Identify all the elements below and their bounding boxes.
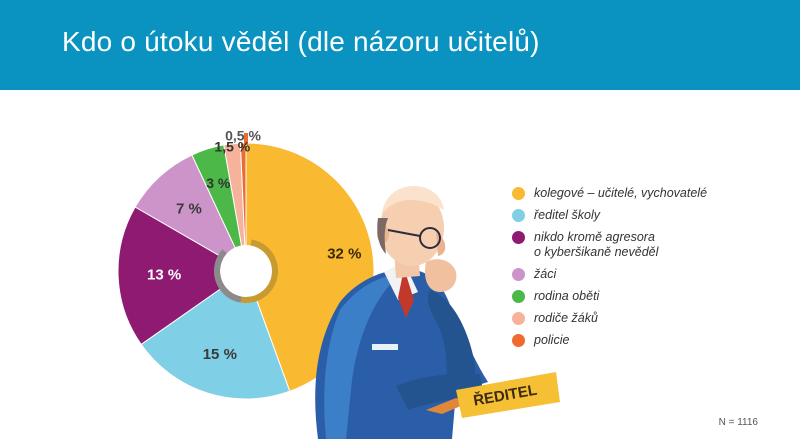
slice-labels: 32 % 15 % 13 % 7 %3 % 1,5 %0,5 % (147, 127, 361, 363)
tie (398, 268, 414, 318)
legend-item-2: ředitel školy (512, 208, 772, 223)
pie-chart-area: ŘEDITEL 32 % 15 % 13 % 7 %3 % 1,5 %0,5 % (117, 127, 560, 439)
legend-item-1: kolegové – učitelé, vychovatelé (512, 186, 772, 201)
legend-item-6: rodiče žáků (512, 311, 772, 326)
page-title: Kdo o útoku věděl (dle názoru učitelů) (62, 26, 540, 57)
slice-label-2: 15 % (203, 346, 237, 363)
legend-label: rodina oběti (534, 289, 600, 303)
nose (436, 232, 446, 256)
jacket-highlight (324, 274, 400, 439)
nameplate (456, 372, 560, 418)
pie-slice-2 (140, 270, 291, 400)
arm (427, 290, 476, 396)
legend-label: žáci (534, 267, 557, 281)
legend-swatch (512, 209, 525, 222)
legend-swatch (512, 334, 525, 347)
hand (424, 259, 457, 292)
slice-label-6: 1,5 % (214, 138, 250, 154)
legend-swatch (512, 268, 525, 281)
legend-swatch (512, 231, 525, 244)
legend-label: policie (534, 333, 570, 347)
pie-slice-3 (117, 206, 247, 346)
glasses-lens (419, 227, 441, 249)
center-ring (214, 239, 279, 303)
legend-label: kolegové – učitelé, vychovatelé (534, 186, 708, 200)
principal-illustration: ŘEDITEL (315, 186, 560, 439)
center-hole (220, 245, 272, 297)
pie-slice-4 (134, 154, 248, 273)
slice-label-4: 7 % (176, 201, 202, 218)
slice-label-5: 3 % (206, 175, 231, 191)
legend-item-7: policie (512, 333, 772, 348)
slice-label-3: 13 % (147, 267, 181, 284)
legend-label: rodiče žáků (534, 311, 598, 325)
slice-label-7: 0,5 % (225, 127, 261, 143)
legend-label: o kyberšikaně nevěděl (534, 245, 659, 259)
bald-top (382, 186, 444, 214)
legend-swatch (512, 312, 525, 325)
legend-item-4: žáci (512, 267, 772, 282)
legend-item-3: nikdo kromě agresora o kyberšikaně nevědě… (512, 230, 772, 260)
legend-label: ředitel školy (534, 208, 600, 222)
resting-arm (396, 373, 484, 410)
legend-label: nikdo kromě agresora (534, 230, 655, 244)
slice-label-1: 32 % (327, 246, 361, 263)
pie-slices (117, 133, 375, 400)
side-hair (377, 218, 388, 254)
sample-size-note: N = 1116 (718, 417, 758, 428)
center-ring-grey (214, 239, 279, 303)
legend: kolegové – učitelé, vychovatelé ředitel š… (512, 186, 772, 355)
legend-swatch (512, 290, 525, 303)
policie-slice-marker (244, 133, 248, 145)
glasses-arm (387, 229, 421, 237)
title-bar: Kdo o útoku věděl (dle názoru učitelů) (0, 0, 800, 90)
legend-item-5: rodina oběti (512, 289, 772, 304)
jacket-pocket (372, 344, 398, 350)
legend-swatch (512, 187, 525, 200)
